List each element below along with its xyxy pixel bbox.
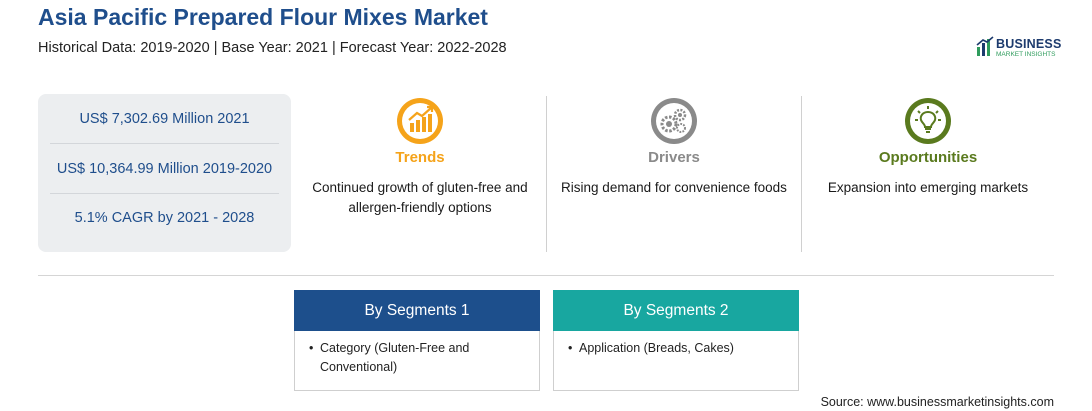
stat-market-size-2021: US$ 7,302.69 Million 2021 bbox=[79, 111, 250, 127]
stat-divider bbox=[50, 193, 279, 194]
page-subtitle: Historical Data: 2019-2020 | Base Year: … bbox=[38, 40, 507, 56]
opportunities-text: Expansion into emerging markets bbox=[827, 180, 1029, 195]
drivers-text: Rising demand for convenience foods bbox=[561, 180, 787, 195]
bullet-icon: • bbox=[568, 341, 573, 355]
stat-divider bbox=[50, 143, 279, 144]
segment-2-heading[interactable]: By Segments 2 bbox=[553, 290, 799, 331]
trends-title: Trends bbox=[395, 149, 445, 166]
gears-icon bbox=[651, 98, 697, 144]
segment-card-1: By Segments 1 • Category (Gluten-Free an… bbox=[294, 290, 540, 391]
trends-text: Continued growth of gluten-free and alle… bbox=[312, 180, 528, 215]
segment-2-list: • Application (Breads, Cakes) bbox=[568, 339, 768, 358]
trending-chart-icon bbox=[397, 98, 443, 144]
section-divider bbox=[38, 275, 1054, 276]
page-title: Asia Pacific Prepared Flour Mixes Market bbox=[38, 4, 488, 30]
lightbulb-icon bbox=[905, 98, 951, 144]
segment-1-heading[interactable]: By Segments 1 bbox=[294, 290, 540, 331]
segment-1-item: Category (Gluten-Free and Conventional) bbox=[320, 341, 470, 374]
segment-1-list: • Category (Gluten-Free and Conventional… bbox=[309, 339, 509, 377]
stat-cagr: 5.1% CAGR by 2021 - 2028 bbox=[74, 210, 255, 226]
segment-2-item: Application (Breads, Cakes) bbox=[579, 341, 734, 355]
logo-tagline: MARKET INSIGHTS bbox=[996, 51, 1056, 58]
stat-market-size-historic: US$ 10,364.99 Million 2019-2020 bbox=[56, 161, 273, 177]
column-divider bbox=[546, 96, 547, 252]
logo-wordmark: BUSINESS bbox=[996, 37, 1062, 51]
drivers-title: Drivers bbox=[648, 149, 700, 166]
company-logo[interactable]: BUSINESS MARKET INSIGHTS bbox=[976, 36, 1066, 62]
source-citation: Source: www.businessmarketinsights.com bbox=[820, 395, 1054, 409]
column-divider bbox=[801, 96, 802, 252]
opportunities-title: Opportunities bbox=[878, 149, 978, 166]
logo-globe-icon bbox=[976, 36, 994, 56]
segment-card-2: By Segments 2 • Application (Breads, Cak… bbox=[553, 290, 799, 391]
market-stats-panel: US$ 7,302.69 Million 2021 US$ 10,364.99 … bbox=[38, 94, 291, 252]
bullet-icon: • bbox=[309, 341, 314, 355]
